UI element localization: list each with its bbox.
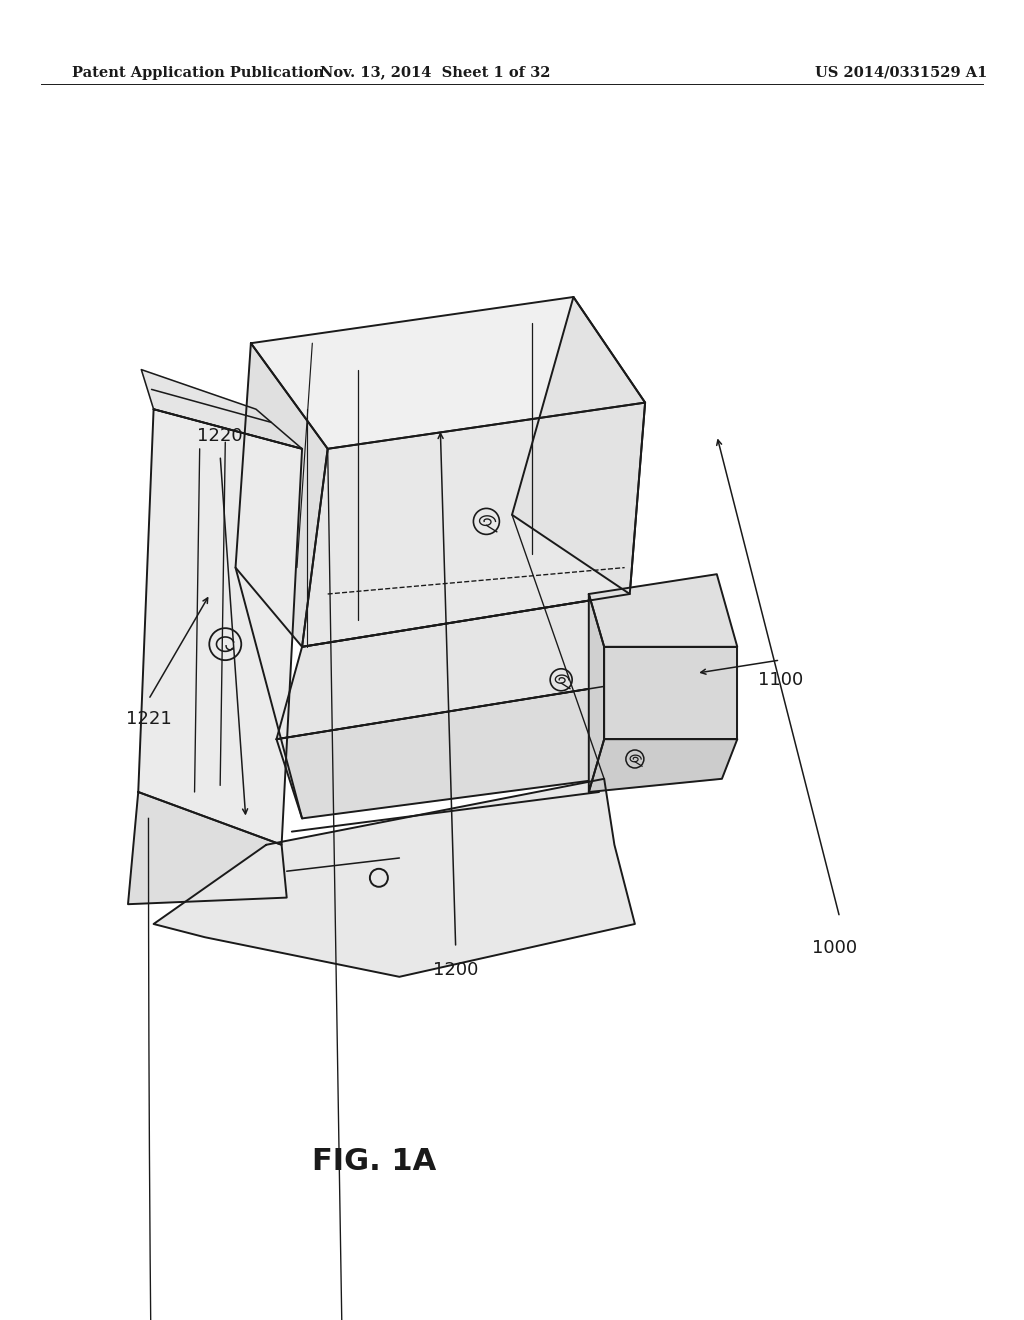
Polygon shape (236, 343, 328, 647)
Text: US 2014/0331529 A1: US 2014/0331529 A1 (815, 66, 987, 79)
Text: Nov. 13, 2014  Sheet 1 of 32: Nov. 13, 2014 Sheet 1 of 32 (319, 66, 551, 79)
Text: 1220: 1220 (198, 426, 243, 445)
Polygon shape (302, 403, 645, 647)
Text: 1200: 1200 (433, 961, 478, 979)
Polygon shape (128, 792, 287, 904)
Polygon shape (512, 297, 645, 594)
Polygon shape (154, 779, 635, 977)
Text: 1221: 1221 (126, 710, 171, 729)
Polygon shape (251, 297, 645, 449)
Polygon shape (141, 370, 302, 449)
Polygon shape (276, 686, 604, 818)
Polygon shape (138, 409, 302, 845)
Text: FIG. 1A: FIG. 1A (311, 1147, 436, 1176)
Polygon shape (589, 739, 737, 792)
Polygon shape (589, 574, 737, 647)
Text: Patent Application Publication: Patent Application Publication (72, 66, 324, 79)
Polygon shape (604, 647, 737, 739)
Text: 1000: 1000 (812, 939, 857, 957)
Polygon shape (589, 594, 604, 792)
Polygon shape (276, 594, 630, 739)
Text: 1100: 1100 (758, 671, 803, 689)
